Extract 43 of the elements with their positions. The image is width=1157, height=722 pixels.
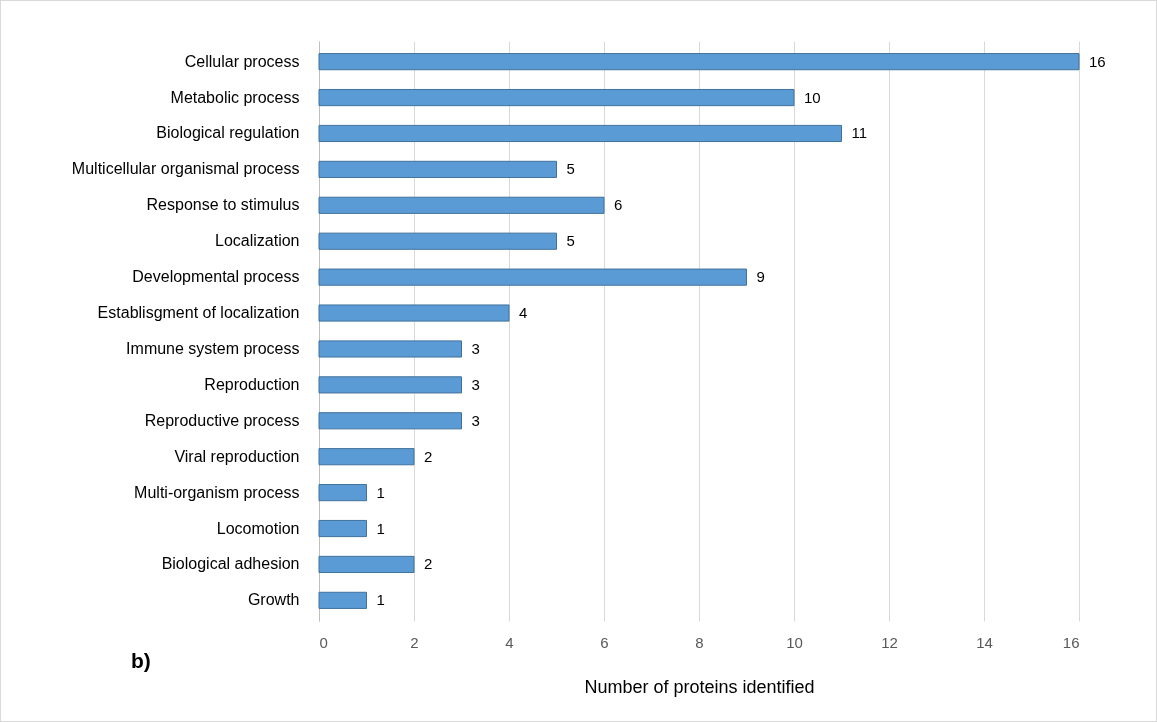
y-tick-label: Multicellular organismal process bbox=[71, 160, 300, 178]
x-tick-label: 16 bbox=[1062, 633, 1080, 651]
x-tick-label: 2 bbox=[410, 633, 419, 651]
data-label: 6 bbox=[614, 196, 623, 214]
data-label: 5 bbox=[566, 232, 575, 250]
data-label: 10 bbox=[804, 88, 821, 106]
y-tick-label: Multi-organism process bbox=[134, 483, 300, 501]
data-label: 2 bbox=[424, 555, 433, 573]
data-label: 3 bbox=[471, 375, 480, 393]
y-tick-label: Metabolic process bbox=[170, 88, 300, 106]
x-tick-label: 14 bbox=[976, 633, 993, 651]
y-tick-label: Response to stimulus bbox=[146, 196, 300, 214]
data-label: 9 bbox=[756, 268, 765, 286]
data-label: 1 bbox=[376, 483, 385, 501]
y-tick-label: Reproduction bbox=[204, 375, 300, 393]
x-tick-label: 6 bbox=[600, 633, 609, 651]
data-label: 1 bbox=[376, 519, 385, 537]
y-tick-label: Establisgment of localization bbox=[97, 304, 300, 322]
text: b) bbox=[131, 649, 151, 673]
x-tick-label: 0 bbox=[319, 633, 328, 651]
data-label: 3 bbox=[471, 411, 480, 429]
y-tick-label: Reproductive process bbox=[144, 411, 300, 429]
data-label: 5 bbox=[566, 160, 575, 178]
y-tick-label: Biological adhesion bbox=[161, 555, 300, 573]
x-tick-label: 8 bbox=[695, 633, 704, 651]
data-label: 16 bbox=[1089, 52, 1106, 70]
data-label: 1 bbox=[376, 591, 385, 609]
y-tick-label: Immune system process bbox=[126, 339, 300, 357]
data-label: 2 bbox=[424, 447, 433, 465]
y-tick-label: Developmental process bbox=[132, 268, 300, 286]
y-tick-label: Locomotion bbox=[216, 519, 300, 537]
y-tick-label: Viral reproduction bbox=[174, 447, 300, 465]
data-label: 4 bbox=[519, 304, 528, 322]
x-tick-label: 4 bbox=[505, 633, 514, 651]
data-label: 11 bbox=[851, 124, 868, 142]
y-tick-label: Biological regulation bbox=[156, 124, 300, 142]
y-tick-label: Cellular process bbox=[184, 52, 300, 70]
data-label: 3 bbox=[471, 339, 480, 357]
y-tick-label: Growth bbox=[247, 591, 300, 609]
x-tick-label: 10 bbox=[786, 633, 803, 651]
y-tick-label: Localization bbox=[215, 232, 300, 250]
x-tick-label: 12 bbox=[881, 633, 898, 651]
x-axis-title: Number of proteins identified bbox=[584, 676, 815, 697]
